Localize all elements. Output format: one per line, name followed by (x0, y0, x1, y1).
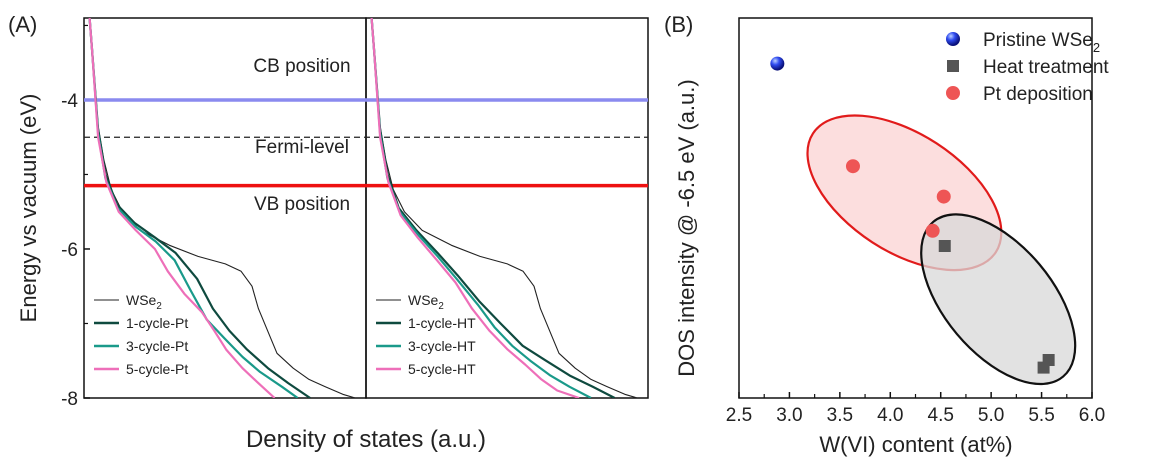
data-point-heat-treatment (938, 240, 951, 252)
panel-a-xlabel: Density of states (a.u.) (246, 426, 486, 453)
data-point-pt-deposition (936, 189, 951, 204)
legend-entry: 1-cycle-HT (408, 315, 476, 331)
data-point-heat-treatment (1042, 354, 1055, 366)
panel-b-xtick-label: 5.0 (978, 405, 1004, 426)
panel-b-xtick-label: 6.0 (1079, 405, 1105, 426)
legend-label-subscript: 2 (1093, 40, 1100, 55)
legend-marker-heat-treatment (947, 60, 959, 72)
panel-a-frame-2 (365, 17, 649, 399)
panel-b-legend-entry: Pristine WSe2 (983, 30, 1100, 55)
legend-entry: 3-cycle-Pt (126, 338, 188, 354)
legend-label: Pristine WSe (983, 30, 1093, 51)
panel-a-curves (88, 18, 638, 398)
panel-b-xtick-label: 3.0 (776, 405, 802, 426)
panel-b-ylabel: DOS intensity @ -6.5 eV (a.u.) (674, 79, 699, 376)
panel-b-xtick-label: 3.5 (827, 405, 853, 426)
legend-label: Pt deposition (983, 84, 1093, 105)
legend-entry-main: 3-cycle-Pt (126, 338, 188, 354)
legend-entry: 3-cycle-HT (408, 338, 476, 354)
legend-entry: 1-cycle-Pt (126, 315, 188, 331)
panel-a-ytick-label: -6 (61, 240, 78, 261)
legend-entry: 5-cycle-HT (408, 361, 476, 377)
panel-b-xtick-label: 5.5 (1028, 405, 1054, 426)
legend-entry-subscript: 2 (156, 301, 161, 312)
reference-label-1: CB position (253, 56, 350, 77)
panel-b-xtick-label: 4.0 (877, 405, 903, 426)
panel-a-ylabel: Energy vs vacuum (eV) (16, 94, 41, 323)
legend-label: Heat treatment (983, 57, 1109, 78)
legend-marker-pristine-wse (946, 32, 960, 46)
legend-entry-main: 5-cycle-Pt (126, 361, 188, 377)
panel-a-plot-area: -4 -6 -8 CB position Fermi-level VB position W… (61, 17, 649, 410)
panel-b-label: (B) (664, 12, 693, 37)
panel-b-legend-entry: Heat treatment (983, 57, 1109, 78)
data-point-pt-deposition (845, 159, 860, 174)
panel-a-label: (A) (8, 12, 37, 37)
legend-entry-main: 5-cycle-HT (408, 361, 476, 377)
panel-b-xtick-label: 2.5 (726, 405, 752, 426)
panel-b-legend-entry: Pt deposition (983, 84, 1093, 105)
series-line-5-cycle-ht (370, 18, 580, 398)
legend-entry: WSe2 (126, 292, 162, 312)
panel-a-ytick-label: -4 (61, 91, 78, 112)
legend-entry-main: 1-cycle-HT (408, 315, 476, 331)
legend-entry-main: WSe (408, 292, 439, 308)
legend-entry-main: 1-cycle-Pt (126, 315, 188, 331)
legend-entry-subscript: 2 (438, 301, 443, 312)
legend-entry: 5-cycle-Pt (126, 361, 188, 377)
panel-b-xtick-label: 4.5 (928, 405, 954, 426)
reference-label-3: VB position (254, 194, 350, 215)
reference-label-2: Fermi-level (255, 137, 349, 158)
panel-b: (B) DOS intensity @ -6.5 eV (a.u.) W(VI)… (664, 12, 1109, 457)
data-point-pt-deposition (925, 223, 940, 238)
legend-marker-pt-deposition (946, 86, 960, 100)
series-line-5-cycle-pt (88, 18, 276, 398)
legend-entry: WSe2 (408, 292, 444, 312)
panel-b-xlabel: W(VI) content (at%) (819, 432, 1012, 457)
legend-entry-main: 3-cycle-HT (408, 338, 476, 354)
panel-a: (A) Energy vs vacuum (eV) Density of sta… (8, 12, 649, 453)
legend-entry-main: WSe (126, 292, 157, 308)
data-point-pristine-wse (770, 56, 785, 71)
cluster-ellipse-heat-treatment (920, 213, 1077, 386)
series-line-3-cycle-ht (370, 18, 592, 398)
panel-a-ytick-label: -8 (61, 389, 78, 410)
